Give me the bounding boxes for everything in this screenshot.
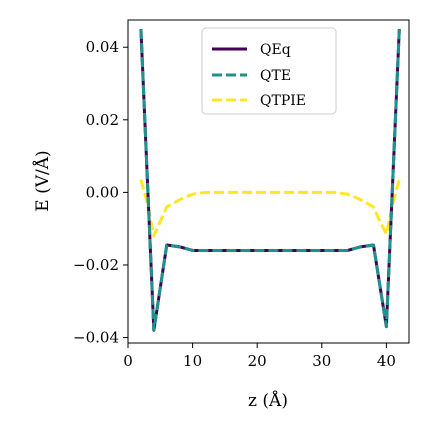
y-tick-label: −0.04 — [73, 329, 119, 347]
x-tick-label: 40 — [377, 352, 396, 370]
y-tick-label: 0.00 — [86, 183, 119, 201]
series-layer — [139, 29, 401, 332]
legend-label-qte: QTE — [260, 68, 291, 84]
x-axis-label: z (Å) — [248, 390, 288, 411]
legend-label-qeq: QEq — [260, 42, 291, 58]
x-tick-label: 0 — [123, 352, 133, 370]
axes-layer: 0 10 20 30 40 −0.04 −0.02 0.00 0.02 0.04 — [73, 38, 396, 370]
plot-frame — [127, 19, 410, 344]
y-axis-label: E (V/Å) — [32, 150, 53, 211]
series-line-qte — [139, 29, 401, 332]
y-tick-label: −0.02 — [73, 256, 119, 274]
y-tick-label: 0.02 — [86, 111, 119, 129]
x-tick-label: 30 — [312, 352, 331, 370]
legend-label-qtpie: QTPIE — [260, 93, 306, 109]
x-tick-label: 10 — [183, 352, 202, 370]
legend: QEq QTE QTPIE — [201, 27, 337, 115]
series-line-qtpie — [139, 179, 401, 238]
y-tick-label: 0.04 — [86, 38, 119, 56]
x-tick-label: 20 — [248, 352, 267, 370]
